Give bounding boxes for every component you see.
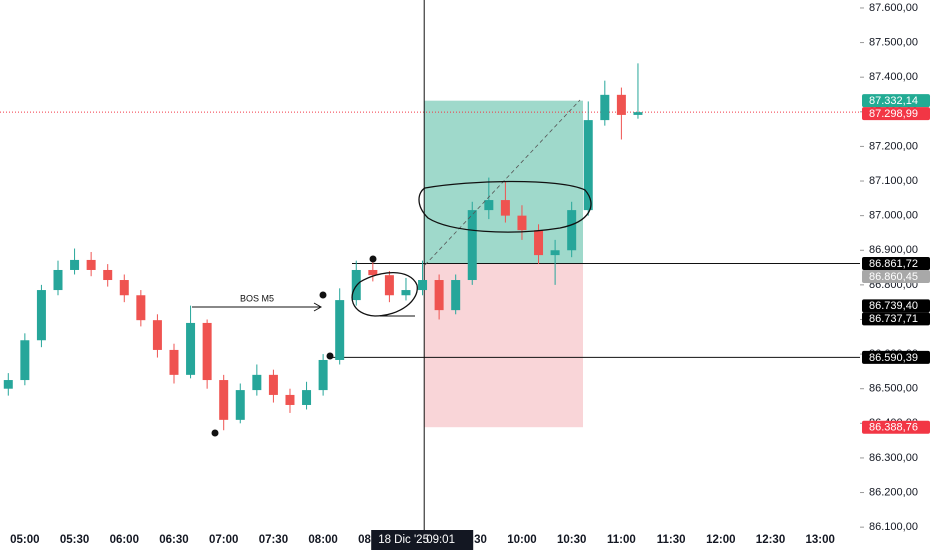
y-tick-label: 86.300,00	[869, 452, 918, 464]
candle-body	[3, 380, 13, 389]
candle-body	[318, 359, 328, 391]
y-tick-label: 87.200,00	[869, 140, 918, 152]
x-tick-label: 11:30	[657, 534, 686, 546]
y-tick-label: 87.000,00	[869, 210, 918, 222]
price-label-bg	[862, 94, 930, 108]
x-tick-label: 06:00	[110, 534, 139, 546]
price-label: 86.590,39	[869, 352, 918, 364]
x-tick-label: 08:00	[308, 534, 337, 546]
y-tick-label: 87.100,00	[869, 175, 918, 187]
price-label-bg	[862, 350, 930, 364]
y-tick-label: 87.400,00	[869, 71, 918, 83]
candle-body	[600, 94, 610, 121]
candle-body	[434, 280, 444, 311]
crosshair-time: 09:01	[426, 534, 455, 546]
crosshair-date: 18 Dic '25	[378, 534, 429, 546]
x-tick-label: 07:00	[209, 534, 238, 546]
candle-body	[202, 322, 212, 381]
candle-body	[20, 340, 30, 381]
candle-body	[451, 280, 461, 311]
candle-body	[152, 320, 162, 350]
candle-body	[219, 380, 229, 420]
candle-body	[302, 390, 312, 405]
x-tick-label: 10:00	[507, 534, 536, 546]
y-tick-label: 86.200,00	[869, 486, 918, 498]
candle-body	[368, 269, 378, 276]
swing-dot	[326, 352, 334, 360]
axes: 87.600,0087.500,0087.400,0087.300,0087.2…	[10, 0, 932, 550]
price-label-bg	[862, 270, 930, 284]
candle-body	[36, 290, 46, 341]
drawings: BOS M5	[192, 99, 592, 437]
price-label: 86.860,45	[869, 271, 918, 283]
candle-body	[235, 390, 245, 420]
candle-body	[70, 259, 80, 270]
price-label-bg	[862, 107, 930, 121]
y-tick-label: 86.100,00	[869, 521, 918, 533]
price-label: 87.332,14	[869, 95, 918, 107]
candle-body	[252, 374, 262, 391]
swing-dot	[319, 291, 327, 299]
price-label: 87.298,99	[869, 108, 918, 120]
y-tick-label: 86.900,00	[869, 244, 918, 256]
candle-body	[384, 275, 394, 296]
candle-body	[268, 374, 278, 395]
candle-body	[53, 269, 63, 291]
x-tick-label: 13:00	[806, 534, 835, 546]
ellipse-drawing	[418, 180, 592, 233]
candle-body	[103, 269, 113, 281]
candle-body	[136, 295, 146, 321]
price-label: 86.737,71	[869, 313, 918, 325]
price-label-bg	[862, 299, 930, 313]
x-tick-label: 11:00	[607, 534, 636, 546]
candle-layer	[3, 63, 643, 431]
trend-dashed	[424, 99, 581, 266]
candle-body	[335, 300, 345, 360]
candle-body	[616, 94, 626, 115]
candle-body	[567, 210, 577, 251]
x-tick-label: 06:30	[159, 534, 188, 546]
candle-body	[467, 210, 477, 281]
x-tick-label: 05:00	[10, 534, 39, 546]
ellipse-drawing	[351, 272, 418, 317]
price-label-bg	[862, 312, 930, 326]
candle-body	[500, 200, 510, 216]
x-tick-label: 10:30	[557, 534, 586, 546]
y-tick-label: 86.500,00	[869, 383, 918, 395]
candle-body	[484, 200, 494, 211]
candle-body	[418, 280, 428, 291]
candle-body	[401, 290, 411, 296]
candle-body	[534, 230, 544, 256]
candle-body	[186, 322, 196, 375]
back-layer	[0, 0, 860, 550]
x-tick-label: 12:30	[756, 534, 785, 546]
candle-body	[583, 120, 593, 211]
x-tick-label: 12:00	[706, 534, 735, 546]
candle-body	[169, 349, 179, 375]
swing-dot	[369, 255, 377, 263]
price-label-bg	[862, 257, 930, 271]
arrow-head	[313, 302, 323, 312]
candle-body	[550, 250, 560, 256]
candle-body	[285, 394, 295, 405]
annotation: BOS M5	[240, 293, 274, 303]
y-tick-label: 87.600,00	[869, 2, 918, 14]
crosshair-label-bg	[371, 530, 474, 550]
price-label-bg	[862, 420, 930, 434]
price-label: 86.739,40	[869, 300, 918, 312]
candle-body	[86, 259, 96, 270]
x-tick-label: 05:30	[60, 534, 89, 546]
price-label: 86.388,76	[869, 422, 918, 434]
candle-body	[517, 215, 527, 231]
y-tick-label: 87.500,00	[869, 36, 918, 48]
x-tick-label: 07:30	[259, 534, 288, 546]
candle-body	[633, 112, 643, 115]
candle-body	[119, 280, 129, 296]
swing-dot	[211, 429, 219, 437]
loss-zone	[424, 263, 583, 428]
price-label: 86.861,72	[869, 258, 918, 270]
